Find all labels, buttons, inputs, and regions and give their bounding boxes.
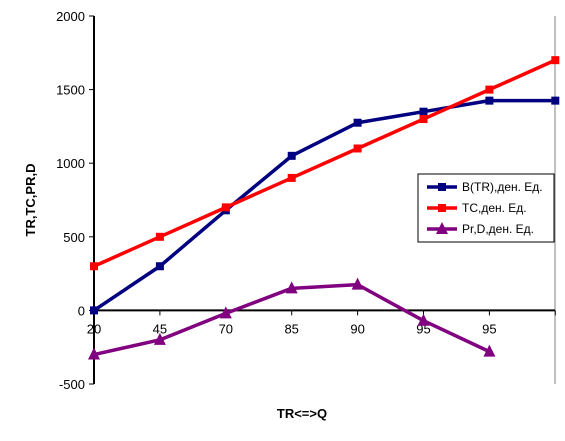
data-point	[417, 313, 430, 326]
legend-label: Pr,D,ден. Ед.	[462, 222, 534, 236]
x-tick-label: 95	[482, 321, 496, 336]
data-point	[285, 281, 298, 294]
data-point	[287, 151, 296, 160]
data-point	[419, 115, 428, 124]
x-tick-label: 85	[284, 321, 298, 336]
y-tick-label: 500	[63, 230, 85, 245]
data-point	[155, 262, 164, 271]
data-point	[88, 347, 100, 360]
data-point	[551, 56, 560, 65]
series-line	[93, 98, 556, 312]
data-point	[353, 144, 362, 153]
legend-entry: B(TR),ден. Ед.	[427, 180, 543, 194]
legend-swatch-marker	[438, 183, 446, 191]
y-tick-label: 0	[78, 303, 85, 318]
series-line	[93, 58, 557, 268]
x-tick-label: 90	[350, 321, 364, 336]
data-point	[287, 173, 296, 182]
data-point	[219, 306, 232, 319]
data-point	[485, 96, 494, 105]
data-point	[153, 332, 166, 345]
y-tick-label: -500	[59, 377, 85, 392]
x-tick-label: 70	[219, 321, 233, 336]
data-point	[90, 306, 98, 315]
data-point	[90, 262, 98, 271]
y-axis-ticks: -500 0 500 1000 1500 2000	[56, 9, 94, 392]
data-point	[551, 96, 560, 105]
y-tick-label: 2000	[56, 9, 85, 24]
data-point	[353, 118, 362, 127]
series-2	[90, 56, 560, 271]
legend-swatch-marker	[436, 222, 448, 234]
legend-entry: TC,ден. Ед.	[427, 201, 527, 215]
legend-label: B(TR),ден. Ед.	[462, 180, 543, 194]
data-point	[483, 344, 496, 357]
data-point	[351, 277, 364, 290]
series-3	[88, 277, 496, 360]
legend-entry: Pr,D,ден. Ед.	[427, 222, 534, 236]
series-layer	[88, 56, 560, 360]
legend-swatch-marker	[438, 204, 446, 212]
y-tick-label: 1000	[56, 156, 85, 171]
x-tick-label: 45	[153, 321, 167, 336]
y-axis-title: TR,TC,PR,D	[23, 164, 38, 237]
data-point	[485, 85, 494, 94]
data-point	[155, 232, 164, 241]
data-point	[419, 107, 428, 116]
data-point	[221, 203, 230, 212]
x-axis-title: TR<=>Q	[277, 406, 327, 421]
legend-entries: B(TR),ден. Ед. TC,ден. Ед. Pr,D,ден. Ед.	[427, 180, 543, 236]
legend-label: TC,ден. Ед.	[462, 201, 527, 215]
legend: B(TR),ден. Ед. TC,ден. Ед. Pr,D,ден. Ед.	[417, 173, 555, 243]
y-tick-label: 1500	[56, 83, 85, 98]
